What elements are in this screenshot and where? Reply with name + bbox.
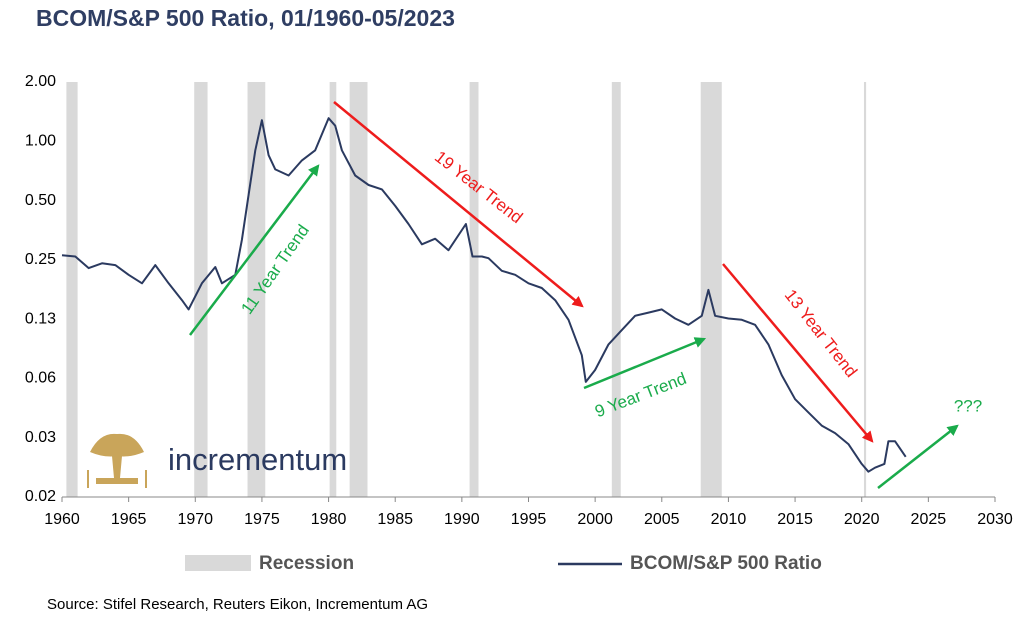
x-tick-label: 1995 — [511, 511, 547, 528]
recession-band — [66, 82, 78, 497]
source-note: Source: Stifel Research, Reuters Eikon, … — [47, 596, 428, 613]
logo-icon — [87, 433, 147, 488]
data-line — [61, 117, 907, 473]
logo-text: incrementum — [168, 442, 347, 477]
x-tick-label: 2030 — [977, 511, 1013, 528]
x-tick-label: 1965 — [111, 511, 147, 528]
recession-band — [194, 82, 208, 497]
recession-band — [349, 82, 368, 497]
x-tick-label: 1970 — [177, 511, 213, 528]
recession-band — [863, 82, 867, 497]
y-tick-label: 2.00 — [25, 73, 56, 90]
trend-arrow — [877, 424, 959, 489]
x-tick-label: 1975 — [244, 511, 280, 528]
x-tick-label: 1960 — [44, 511, 80, 528]
x-tick-label: 2015 — [777, 511, 813, 528]
recession-band — [247, 82, 266, 497]
recession-band — [329, 82, 337, 497]
x-tick-label: 2010 — [711, 511, 747, 528]
chart-title: BCOM/S&P 500 Ratio, 01/1960-05/2023 — [36, 5, 455, 31]
legend-label: BCOM/S&P 500 Ratio — [630, 553, 822, 574]
legend-label: Recession — [259, 553, 354, 574]
y-tick-label: 1.00 — [25, 133, 56, 150]
annotation: 13 Year Trend — [781, 286, 861, 381]
y-tick-label: 0.13 — [25, 310, 56, 327]
logo: incrementum — [87, 433, 347, 488]
legend: Recession BCOM/S&P 500 Ratio — [185, 553, 822, 574]
x-tick-label: 2000 — [577, 511, 613, 528]
plot-area: 0.02 0.03 0.06 0.13 0.25 0.50 1.00 2.00 1960 1965… — [25, 73, 1013, 528]
trend-arrow — [189, 164, 320, 336]
y-tick-label: 0.50 — [25, 192, 56, 209]
trend-arrow — [333, 101, 584, 308]
y-tick-label: 0.03 — [25, 429, 56, 446]
legend-swatch — [185, 555, 251, 571]
x-tick-label: 2025 — [911, 511, 947, 528]
x-tick-label: 1985 — [377, 511, 413, 528]
annotation: ??? — [954, 396, 982, 415]
trend-arrow — [583, 337, 707, 390]
x-tick-label: 1990 — [444, 511, 480, 528]
y-tick-label: 0.25 — [25, 251, 56, 268]
recession-band — [611, 82, 621, 497]
x-tick-label: 1980 — [311, 511, 347, 528]
y-tick-label: 0.02 — [25, 488, 56, 505]
y-tick-label: 0.06 — [25, 370, 56, 387]
x-tick-label: 2020 — [844, 511, 880, 528]
recession-band — [700, 82, 722, 497]
annotation: 9 Year Trend — [592, 369, 689, 421]
x-tick-label: 2005 — [644, 511, 680, 528]
trend-arrow — [722, 263, 874, 443]
recession-band — [469, 82, 479, 497]
annotation: 19 Year Trend — [431, 147, 526, 227]
